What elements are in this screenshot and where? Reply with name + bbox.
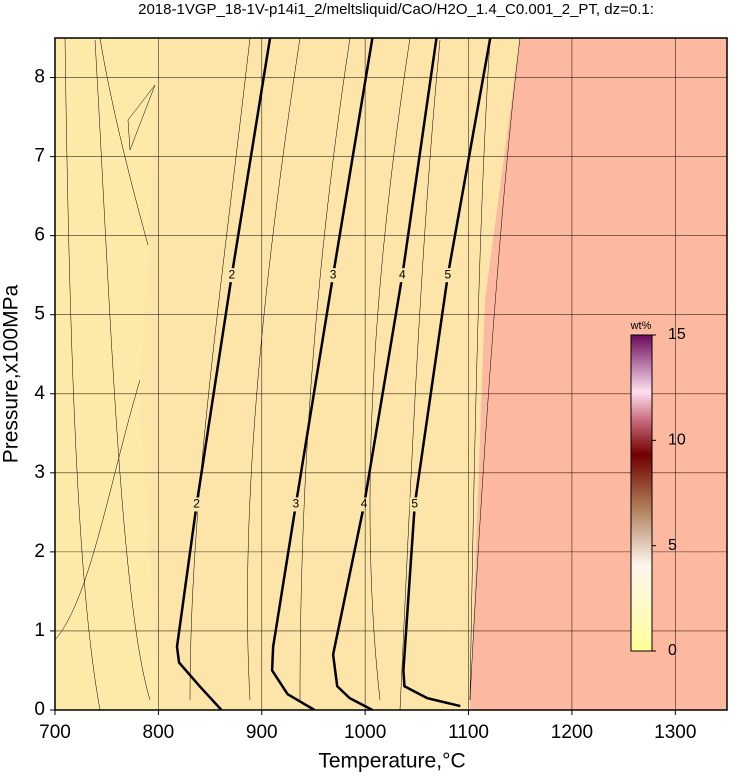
colorbar-label: wt% xyxy=(630,320,652,332)
contour-label-bg xyxy=(290,497,301,512)
plot-frame xyxy=(54,37,728,711)
contour-label-bg xyxy=(191,497,202,512)
y-tick-label: 0 xyxy=(34,699,45,720)
y-tick-label: 3 xyxy=(34,462,45,483)
contour-label: 5 xyxy=(445,267,452,281)
x-tick-label: 1200 xyxy=(551,722,593,743)
colorbar-tick-label: 0 xyxy=(668,642,677,659)
contour-label-bg xyxy=(359,497,370,512)
contour-label: 3 xyxy=(330,267,337,281)
x-tick-label: 900 xyxy=(246,722,278,743)
colorbar-tick-label: 10 xyxy=(668,432,686,449)
plot-area: 2 2 3 3 4 4 5 5 xyxy=(55,38,727,710)
x-tick-label: 800 xyxy=(143,722,175,743)
contour-label: 2 xyxy=(228,267,235,281)
y-tick-label: 7 xyxy=(34,146,45,167)
x-axis-label: Temperature,°C xyxy=(318,750,465,773)
contour-label: 3 xyxy=(293,497,300,511)
chart-title: 2018-1VGP_18-1V-p14i1_2/meltsliquid/CaO/… xyxy=(138,1,654,18)
contour-label-bg xyxy=(442,268,453,283)
x-tick-label: 1300 xyxy=(654,722,696,743)
axes: 700 800 900 1000 1100 1200 1300 0 1 2 3 4 5 6 7 8 xyxy=(34,67,696,743)
y-tick-label: 1 xyxy=(34,620,45,641)
contour-label: 4 xyxy=(361,497,368,511)
y-tick-label: 6 xyxy=(34,225,45,246)
colorbar-tick-label: 15 xyxy=(668,326,686,343)
minor-contours xyxy=(55,38,521,710)
y-tick-label: 2 xyxy=(34,541,45,562)
x-tick-label: 1000 xyxy=(344,722,386,743)
y-tick-label: 8 xyxy=(34,67,45,88)
background-mid xyxy=(55,38,520,710)
x-tick-label: 1100 xyxy=(448,722,489,743)
colorbar-tick-label: 5 xyxy=(668,537,677,554)
y-tick-label: 4 xyxy=(34,383,45,404)
contour-label: 4 xyxy=(399,267,406,281)
contour-label-bg xyxy=(409,497,420,512)
y-tick-label: 5 xyxy=(34,304,45,325)
contour-label: 2 xyxy=(193,497,200,511)
contour-label-bg xyxy=(397,268,408,283)
contour-label: 5 xyxy=(411,497,418,511)
colorbar xyxy=(630,334,653,652)
contour-label-bg xyxy=(328,268,339,283)
x-tick-label: 700 xyxy=(39,722,71,743)
contours: 2 2 3 3 4 4 5 5 xyxy=(175,38,492,710)
y-axis-label: Pressure,x100MPa xyxy=(0,284,23,463)
contour-label-bg xyxy=(226,268,237,283)
colorbar-axis: 0 5 10 15 xyxy=(652,326,686,659)
